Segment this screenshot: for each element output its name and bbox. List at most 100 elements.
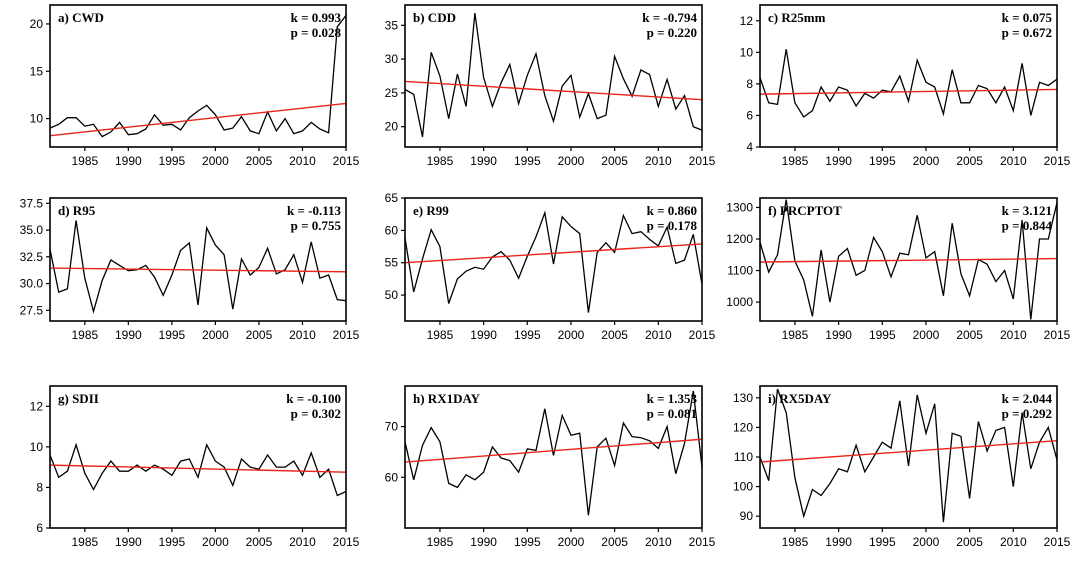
panel-title: d) R95 xyxy=(58,203,96,218)
x-tick-label: 1985 xyxy=(782,154,809,168)
y-tick-label: 10 xyxy=(30,112,44,126)
chart-panel-7: 1985 1990 1995 2000 2005 2010 2015 6 8 10 12 g) SDI… xyxy=(30,385,360,549)
panel-title: g) SDII xyxy=(58,391,99,406)
y-tick-label: 70 xyxy=(385,420,399,434)
x-tick-label: 2015 xyxy=(333,154,360,168)
x-tick-label: 2010 xyxy=(289,154,316,168)
x-tick-label: 1990 xyxy=(825,154,852,168)
x-tick-label: 2010 xyxy=(289,535,316,549)
plot-frame xyxy=(404,197,703,322)
x-tick-label: 1995 xyxy=(514,154,541,168)
x-tick-label: 2005 xyxy=(601,535,628,549)
chart-panel-2: 1985 1990 1995 2000 2005 2010 2015 20 25 30 35 b) C… xyxy=(385,4,716,168)
x-tick-label: 2005 xyxy=(956,328,983,342)
trend-k-label: k = 0.993 xyxy=(291,10,342,25)
x-tick-label: 2010 xyxy=(1000,328,1027,342)
x-tick-label: 1985 xyxy=(427,154,454,168)
trend-line xyxy=(404,243,703,264)
y-tick-label: 50 xyxy=(385,288,399,302)
y-tick-label: 35.0 xyxy=(20,223,44,237)
plot-frame xyxy=(49,197,347,322)
trend-p-label: p = 0.844 xyxy=(1002,218,1053,233)
series-line xyxy=(49,220,347,314)
x-tick-label: 1985 xyxy=(782,328,809,342)
trend-line xyxy=(49,464,347,473)
plot-frame xyxy=(49,4,347,148)
x-tick-label: 1990 xyxy=(470,328,497,342)
x-tick-label: 2000 xyxy=(913,328,940,342)
trend-p-label: p = 0.220 xyxy=(647,25,697,40)
x-tick-label: 1990 xyxy=(470,154,497,168)
trend-line xyxy=(49,102,347,137)
trend-line xyxy=(49,267,347,273)
panel-title: i) RX5DAY xyxy=(768,391,832,406)
trend-p-label: p = 0.028 xyxy=(291,25,342,40)
x-tick-label: 1985 xyxy=(71,154,98,168)
y-tick-label: 20 xyxy=(385,120,399,134)
x-tick-label: 1995 xyxy=(159,328,186,342)
trend-k-label: k = 3.121 xyxy=(1002,203,1052,218)
x-tick-label: 2000 xyxy=(202,154,229,168)
y-tick-label: 10 xyxy=(740,45,754,59)
x-tick-label: 2005 xyxy=(246,154,273,168)
trend-k-label: k = 1.353 xyxy=(647,391,698,406)
y-tick-label: 37.5 xyxy=(20,196,44,210)
y-tick-label: 6 xyxy=(36,521,43,535)
plot-frame xyxy=(404,4,703,148)
x-tick-label: 2010 xyxy=(1000,154,1027,168)
x-tick-label: 1985 xyxy=(427,328,454,342)
y-tick-label: 1000 xyxy=(726,295,753,309)
x-tick-label: 1995 xyxy=(514,328,541,342)
y-tick-label: 1300 xyxy=(726,200,753,214)
trend-k-label: k = -0.794 xyxy=(642,10,697,25)
trend-k-label: k = -0.113 xyxy=(287,203,341,218)
series-line xyxy=(759,388,1058,523)
y-tick-label: 6 xyxy=(746,108,753,122)
x-tick-label: 1985 xyxy=(427,535,454,549)
y-tick-label: 60 xyxy=(385,470,399,484)
chart-panel-8: 1985 1990 1995 2000 2005 2010 2015 60 70 h) RX1DA… xyxy=(385,385,716,549)
plot-frame xyxy=(759,4,1058,148)
chart-panel-3: 1985 1990 1995 2000 2005 2010 2015 4 6 8 10 12 c) R2… xyxy=(740,4,1071,168)
trend-p-label: p = 0.292 xyxy=(1002,406,1052,421)
y-tick-label: 10 xyxy=(30,440,44,454)
trend-k-label: k = -0.100 xyxy=(286,391,341,406)
y-tick-label: 8 xyxy=(36,480,43,494)
x-tick-label: 2010 xyxy=(645,154,672,168)
y-tick-label: 32.5 xyxy=(20,250,44,264)
trend-p-label: p = 0.081 xyxy=(647,406,697,421)
x-tick-label: 2000 xyxy=(202,328,229,342)
x-tick-label: 2015 xyxy=(333,328,360,342)
x-tick-label: 2000 xyxy=(913,535,940,549)
x-tick-label: 2005 xyxy=(246,328,273,342)
x-tick-label: 2000 xyxy=(558,154,585,168)
panel-title: b) CDD xyxy=(413,10,456,25)
x-tick-label: 1985 xyxy=(782,535,809,549)
series-line xyxy=(49,15,347,138)
x-tick-label: 2015 xyxy=(1044,154,1071,168)
y-tick-label: 100 xyxy=(733,480,753,494)
y-tick-label: 35 xyxy=(385,18,399,32)
y-tick-label: 12 xyxy=(30,399,44,413)
trend-p-label: p = 0.302 xyxy=(291,406,341,421)
series-line xyxy=(404,13,703,138)
trend-line xyxy=(404,80,703,101)
panel-title: a) CWD xyxy=(58,10,104,25)
y-tick-label: 27.5 xyxy=(20,303,44,317)
y-tick-label: 60 xyxy=(385,223,399,237)
y-tick-label: 65 xyxy=(385,191,399,205)
y-tick-label: 30 xyxy=(385,52,399,66)
x-tick-label: 2000 xyxy=(202,535,229,549)
x-tick-label: 2010 xyxy=(1000,535,1027,549)
panel-title: c) R25mm xyxy=(768,10,826,25)
plot-frame xyxy=(49,385,347,529)
x-tick-label: 2015 xyxy=(689,154,716,168)
x-tick-label: 2005 xyxy=(956,154,983,168)
y-tick-label: 130 xyxy=(733,391,753,405)
x-tick-label: 2010 xyxy=(645,328,672,342)
x-tick-label: 1995 xyxy=(159,535,186,549)
plot-frame xyxy=(759,197,1058,322)
trend-line xyxy=(404,438,703,463)
x-tick-label: 2015 xyxy=(689,535,716,549)
